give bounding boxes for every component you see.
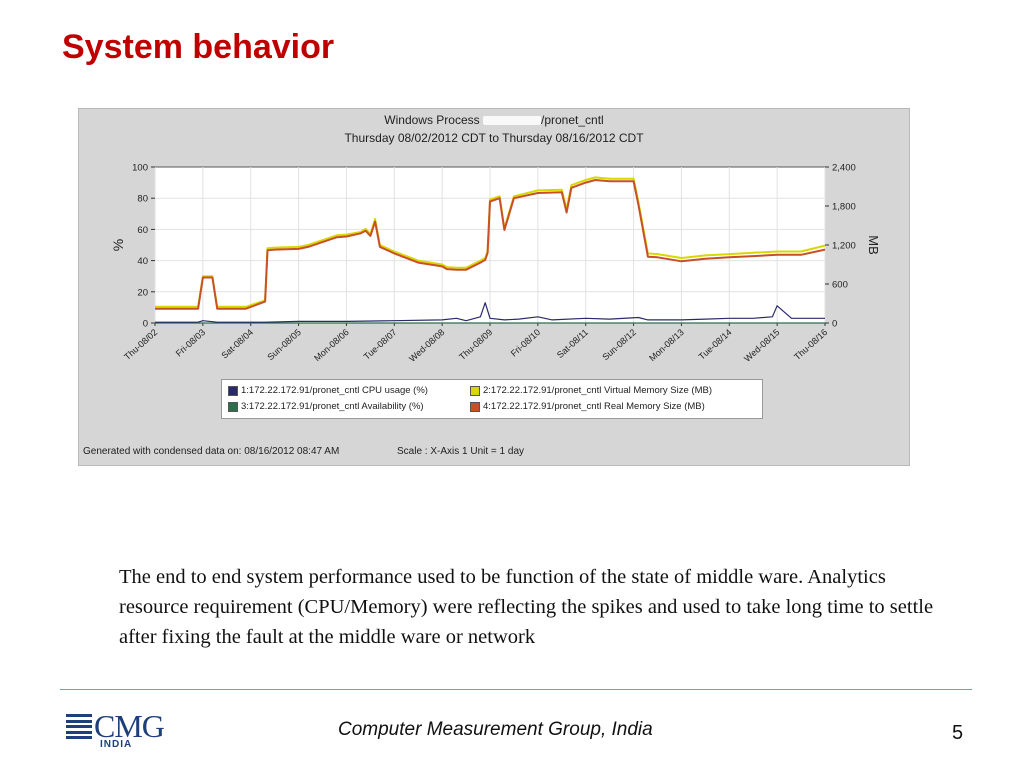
x-tick-label: Wed-08/15 — [742, 327, 781, 364]
legend-label-cpu: 1:172.22.172.91/pronet_cntl CPU usage (%… — [241, 385, 428, 396]
legend-swatch-virtual-memory — [470, 385, 480, 396]
y-left-tick-label: 0 — [143, 319, 148, 330]
chart-plot: 0 20 40 60 80 100 0 600 1,200 1,800 2,400% MB Thu-08… — [110, 163, 881, 364]
cmg-logo: CMG INDIA — [66, 708, 186, 756]
chart-legend: 1:172.22.172.91/pronet_cntl CPU usage (%… — [221, 379, 763, 419]
chart-scale-note: Scale : X-Axis 1 Unit = 1 day — [397, 446, 525, 457]
logo-text: CMG — [94, 708, 165, 744]
x-tick-label: Fri-08/03 — [174, 327, 207, 359]
series-line-4 — [155, 179, 826, 310]
x-tick-label: Thu-08/09 — [457, 327, 494, 362]
chart-title-prefix: Windows Process — [384, 113, 483, 127]
y-right-tick-label: 2,400 — [832, 163, 856, 174]
logo-subtext: INDIA — [100, 739, 133, 750]
redacted-host-mark — [482, 116, 541, 126]
chart-title-suffix: /pronet_cntl — [540, 113, 604, 127]
legend-entry-real-memory: 4:172.22.172.91/pronet_cntl Real Memory … — [470, 401, 705, 412]
x-tick-label: Sat-08/04 — [219, 327, 255, 361]
legend-entry-virtual-memory: 2:172.22.172.91/pronet_cntl Virtual Memo… — [470, 385, 712, 396]
y-left-tick-label: 60 — [137, 225, 148, 236]
y-right-tick-label: 0 — [832, 319, 837, 330]
chart-generated-note: Generated with condensed data on: 08/16/… — [83, 446, 340, 457]
y-right-tick-label: 600 — [832, 280, 848, 291]
x-tick-label: Mon-08/13 — [647, 327, 686, 363]
x-tick-label: Sun-08/05 — [265, 327, 303, 362]
page-number: 5 — [952, 722, 964, 744]
x-tick-label: Thu-08/16 — [792, 327, 829, 362]
legend-swatch-availability — [228, 401, 238, 412]
y-left-axis-label: % — [110, 239, 126, 251]
legend-swatch-real-memory — [470, 401, 480, 412]
chart-subtitle: Thursday 08/02/2012 CDT to Thursday 08/1… — [344, 131, 644, 145]
legend-swatch-cpu — [228, 385, 238, 396]
legend-label-virtual-memory: 2:172.22.172.91/pronet_cntl Virtual Memo… — [483, 385, 712, 396]
y-left-tick-label: 40 — [137, 256, 148, 267]
chart-title: Windows Process /pronet_cntl — [79, 113, 909, 127]
body-text: The end to end system performance used t… — [119, 566, 934, 648]
x-tick-label: Sun-08/12 — [600, 327, 638, 362]
slide-title: System behavior — [62, 28, 335, 66]
footer-org-name: Computer Measurement Group, India — [338, 719, 653, 740]
legend-label-availability: 3:172.22.172.91/pronet_cntl Availability… — [241, 401, 424, 412]
x-tick-label: Tue-08/07 — [362, 327, 399, 362]
logo-bars-icon — [66, 714, 92, 740]
x-tick-label: Sat-08/11 — [555, 327, 590, 360]
x-tick-label: Thu-08/02 — [122, 327, 159, 362]
x-tick-label: Wed-08/08 — [407, 327, 446, 364]
series-line-1 — [155, 302, 825, 323]
y-right-axis-label: MB — [866, 235, 881, 255]
x-tick-label: Tue-08/14 — [697, 327, 734, 362]
y-right-tick-label: 1,800 — [832, 202, 856, 213]
y-left-tick-label: 80 — [137, 194, 148, 205]
legend-entry-availability: 3:172.22.172.91/pronet_cntl Availability… — [228, 401, 424, 412]
y-right-tick-label: 1,200 — [832, 241, 856, 252]
y-left-tick-label: 20 — [137, 287, 148, 298]
legend-label-real-memory: 4:172.22.172.91/pronet_cntl Real Memory … — [483, 401, 705, 412]
x-tick-label: Fri-08/10 — [509, 327, 542, 359]
x-tick-label: Mon-08/06 — [312, 327, 351, 363]
footer-divider — [60, 689, 972, 690]
legend-entry-cpu: 1:172.22.172.91/pronet_cntl CPU usage (%… — [228, 385, 428, 396]
chart-panel: Windows Process /pronet_cntl Thursday 08… — [78, 108, 910, 466]
y-left-tick-label: 100 — [132, 163, 148, 174]
